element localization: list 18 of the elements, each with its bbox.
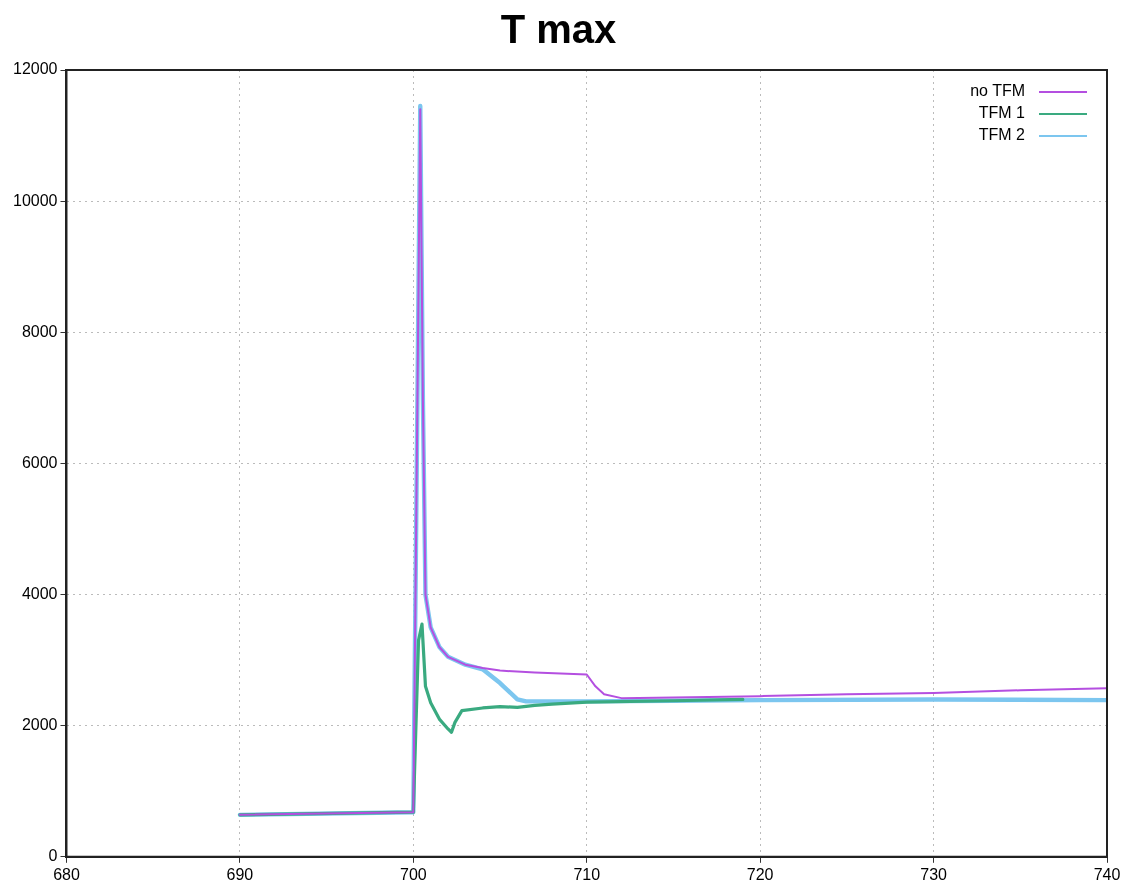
x-tick-label: 740 <box>1093 865 1121 883</box>
x-tick-label: 680 <box>53 865 80 883</box>
legend-label: no TFM <box>970 82 1025 100</box>
y-tick-label: 6000 <box>21 453 58 471</box>
legend-label: TFM 1 <box>978 104 1026 122</box>
x-tick-label: 730 <box>920 865 948 883</box>
y-tick-label: 10000 <box>12 191 58 209</box>
y-tick-label: 8000 <box>21 322 58 340</box>
y-tick-label: 12000 <box>12 60 58 78</box>
y-tick-label: 2000 <box>21 716 58 734</box>
x-tick-label: 710 <box>573 865 601 883</box>
x-tick-label: 690 <box>226 865 254 883</box>
y-tick-label: 0 <box>48 847 58 865</box>
x-tick-label: 700 <box>399 865 427 883</box>
chart-title: T max <box>500 7 617 52</box>
legend-label: TFM 2 <box>978 126 1026 144</box>
y-tick-label: 4000 <box>21 584 58 602</box>
x-tick-label: 720 <box>746 865 774 883</box>
